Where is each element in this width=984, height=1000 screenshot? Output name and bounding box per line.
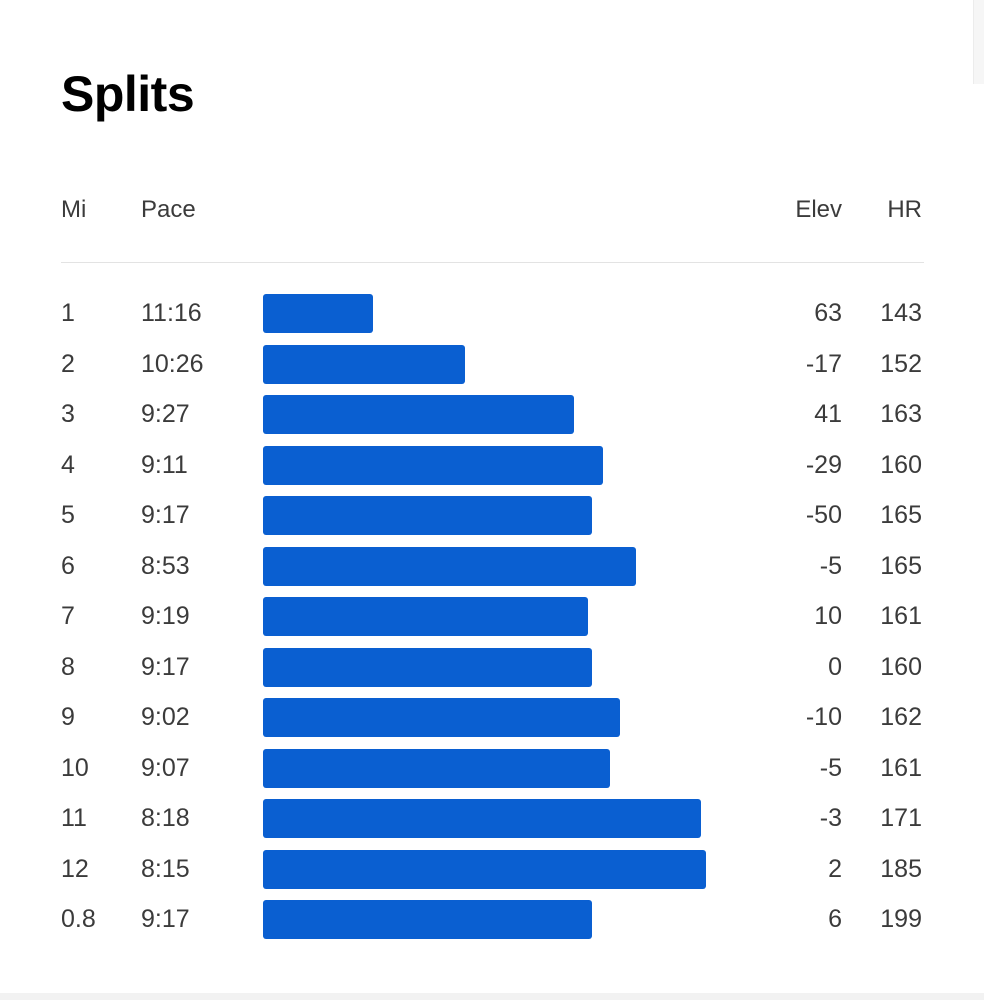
split-pace: 8:18 <box>141 804 190 832</box>
pace-bar <box>263 647 592 687</box>
page-title: Splits <box>61 66 195 122</box>
split-hr: 171 <box>880 804 922 832</box>
pace-bar <box>263 748 611 788</box>
table-row: 8 9:17 0 160 <box>0 642 984 693</box>
bottom-edge <box>0 993 984 1000</box>
split-elev: 63 <box>814 299 842 327</box>
split-hr: 165 <box>880 501 922 529</box>
split-hr: 160 <box>880 652 922 681</box>
split-hr: 165 <box>880 551 922 580</box>
split-pace: 9:19 <box>141 602 190 630</box>
split-pace: 8:15 <box>141 854 190 883</box>
pace-bar <box>263 698 620 737</box>
split-elev: -5 <box>819 551 842 580</box>
pace-bar <box>263 496 592 535</box>
split-pace: 9:17 <box>141 652 190 681</box>
split-hr: 163 <box>880 400 922 428</box>
split-pace: 10:26 <box>141 349 204 378</box>
split-elev: 41 <box>814 400 842 428</box>
split-pace: 11:16 <box>141 299 202 327</box>
table-row: 1 11:16 63 143 <box>0 288 984 339</box>
split-pace: 9:27 <box>141 400 190 428</box>
split-elev: -10 <box>805 703 842 731</box>
split-mile: 0.8 <box>61 905 96 933</box>
table-row: 10 9:07 -5 161 <box>0 743 984 794</box>
table-row: 11 8:18 -3 171 <box>0 793 984 844</box>
pace-bar <box>263 597 589 636</box>
split-elev: -50 <box>805 501 842 529</box>
table-header: Mi Pace Elev HR <box>0 196 984 228</box>
split-mile: 8 <box>61 652 75 681</box>
split-elev: 10 <box>814 602 842 630</box>
pace-bar <box>263 344 465 384</box>
splits-table-body: 1 11:16 63 143 2 10:26 -17 152 3 9:27 41 163 4 9:11 -2… <box>0 288 984 945</box>
split-mile: 9 <box>61 703 75 731</box>
split-hr: 143 <box>880 299 922 327</box>
split-hr: 199 <box>880 905 922 933</box>
header-mi: Mi <box>61 196 87 223</box>
table-row: 4 9:11 -29 160 <box>0 440 984 491</box>
split-mile: 1 <box>61 299 75 327</box>
split-hr: 160 <box>880 450 922 479</box>
split-mile: 12 <box>61 854 89 883</box>
split-mile: 2 <box>61 349 75 378</box>
table-row: 5 9:17 -50 165 <box>0 490 984 541</box>
split-mile: 3 <box>61 400 75 428</box>
split-elev: -5 <box>819 753 842 782</box>
split-hr: 162 <box>880 703 922 731</box>
table-row: 0.8 9:17 6 199 <box>0 894 984 945</box>
scrollbar-edge <box>973 0 984 84</box>
pace-bar <box>263 445 603 485</box>
header-hr: HR <box>887 196 922 223</box>
split-elev: -3 <box>819 804 842 832</box>
pace-bar <box>263 294 373 333</box>
split-hr: 161 <box>880 602 922 630</box>
split-hr: 185 <box>880 854 922 883</box>
pace-bar <box>263 546 637 586</box>
header-divider <box>61 262 924 263</box>
split-elev: 6 <box>828 905 842 933</box>
split-mile: 6 <box>61 551 75 580</box>
table-row: 6 8:53 -5 165 <box>0 541 984 592</box>
split-elev: 2 <box>828 854 842 883</box>
split-mile: 11 <box>61 804 87 832</box>
split-elev: -29 <box>805 450 842 479</box>
pace-bar <box>263 395 574 434</box>
pace-bar <box>263 849 706 889</box>
split-pace: 9:07 <box>141 753 190 782</box>
split-pace: 9:17 <box>141 501 190 529</box>
split-mile: 7 <box>61 602 75 630</box>
table-row: 12 8:15 2 185 <box>0 844 984 895</box>
pace-bar <box>263 900 592 939</box>
table-row: 9 9:02 -10 162 <box>0 692 984 743</box>
header-pace: Pace <box>141 196 196 223</box>
pace-bar <box>263 799 701 838</box>
table-row: 3 9:27 41 163 <box>0 389 984 440</box>
table-row: 2 10:26 -17 152 <box>0 339 984 390</box>
split-mile: 4 <box>61 450 75 479</box>
split-pace: 9:11 <box>141 450 188 479</box>
split-mile: 5 <box>61 501 75 529</box>
split-elev: -17 <box>805 349 842 378</box>
split-elev: 0 <box>828 652 842 681</box>
split-hr: 152 <box>880 349 922 378</box>
split-pace: 8:53 <box>141 551 190 580</box>
table-row: 7 9:19 10 161 <box>0 591 984 642</box>
header-elev: Elev <box>795 196 842 223</box>
split-hr: 161 <box>880 753 922 782</box>
split-mile: 10 <box>61 753 89 782</box>
split-pace: 9:02 <box>141 703 190 731</box>
split-pace: 9:17 <box>141 905 190 933</box>
